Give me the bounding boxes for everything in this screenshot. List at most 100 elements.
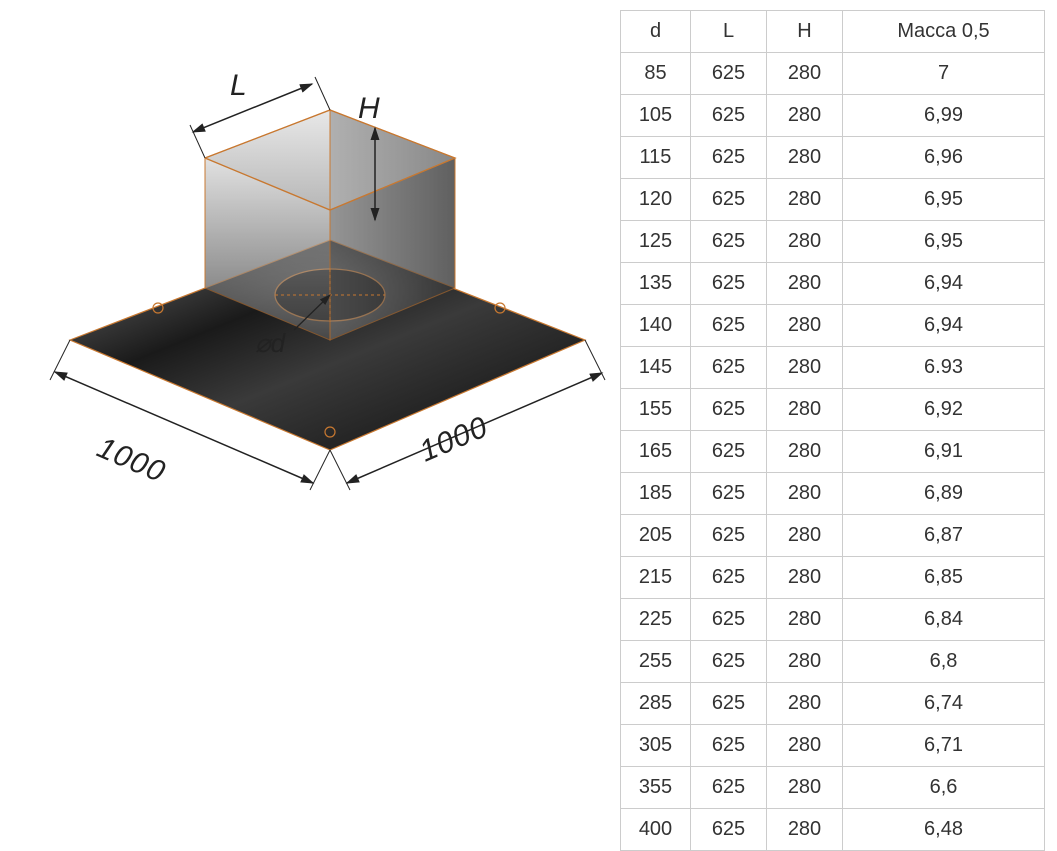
table-cell: 625 [691,767,767,809]
table-cell: 625 [691,263,767,305]
table-cell: 280 [767,767,843,809]
table-row: 2156252806,85 [621,557,1045,599]
table-cell: 625 [691,221,767,263]
table-row: 1056252806,99 [621,95,1045,137]
table-row: 1356252806,94 [621,263,1045,305]
table-cell: 625 [691,179,767,221]
table-cell: 280 [767,473,843,515]
table-cell: 280 [767,137,843,179]
table-cell: 6,96 [843,137,1045,179]
table-row: 3056252806,71 [621,725,1045,767]
table-cell: 115 [621,137,691,179]
table-cell: 280 [767,95,843,137]
label-L: L [230,69,248,102]
spec-table: d L H Macca 0,5 8562528071056252806,9911… [620,10,1045,851]
table-cell: 625 [691,725,767,767]
table-row: 1406252806,94 [621,305,1045,347]
table-cell: 625 [691,347,767,389]
table-cell: 155 [621,389,691,431]
table-cell: 215 [621,557,691,599]
table-cell: 625 [691,473,767,515]
table-cell: 6,91 [843,431,1045,473]
table-cell: 280 [767,347,843,389]
table-row: 2556252806,8 [621,641,1045,683]
table-cell: 355 [621,767,691,809]
table-row: 1656252806,91 [621,431,1045,473]
table-cell: 165 [621,431,691,473]
table-cell: 625 [691,641,767,683]
table-cell: 625 [691,683,767,725]
table-cell: 6,87 [843,515,1045,557]
table-cell: 105 [621,95,691,137]
table-cell: 280 [767,641,843,683]
table-cell: 625 [691,557,767,599]
col-header-L: L [691,11,767,53]
table-header-row: d L H Macca 0,5 [621,11,1045,53]
table-cell: 225 [621,599,691,641]
col-header-mass: Macca 0,5 [843,11,1045,53]
table-row: 1256252806,95 [621,221,1045,263]
table-cell: 305 [621,725,691,767]
col-header-H: H [767,11,843,53]
table-cell: 6,71 [843,725,1045,767]
table-cell: 6,94 [843,263,1045,305]
table-cell: 6,95 [843,221,1045,263]
table-row: 2056252806,87 [621,515,1045,557]
table-cell: 6,89 [843,473,1045,515]
table-cell: 280 [767,53,843,95]
table-cell: 6,95 [843,179,1045,221]
table-cell: 85 [621,53,691,95]
table-row: 3556252806,6 [621,767,1045,809]
table-cell: 280 [767,599,843,641]
table-cell: 120 [621,179,691,221]
table-row: 1156252806,96 [621,137,1045,179]
table-cell: 280 [767,305,843,347]
table-cell: 280 [767,389,843,431]
table-cell: 280 [767,683,843,725]
table-cell: 280 [767,179,843,221]
table-cell: 280 [767,263,843,305]
table-cell: 6,6 [843,767,1045,809]
table-cell: 185 [621,473,691,515]
spec-table-panel: d L H Macca 0,5 8562528071056252806,9911… [620,0,1057,830]
table-row: 1556252806,92 [621,389,1045,431]
label-base-left: 1000 [92,431,170,489]
table-cell: 6.93 [843,347,1045,389]
table-cell: 7 [843,53,1045,95]
label-base-right: 1000 [415,410,493,468]
table-cell: 6,8 [843,641,1045,683]
label-H: H [358,92,381,125]
table-cell: 280 [767,221,843,263]
table-cell: 625 [691,599,767,641]
table-cell: 625 [691,95,767,137]
table-cell: 625 [691,515,767,557]
product-diagram: L H ⌀d 1000 [30,40,610,570]
table-cell: 625 [691,53,767,95]
table-cell: 285 [621,683,691,725]
table-cell: 255 [621,641,691,683]
table-cell: 280 [767,431,843,473]
table-cell: 205 [621,515,691,557]
table-cell: 280 [767,515,843,557]
diagram-panel: L H ⌀d 1000 [0,0,620,830]
table-cell: 6,74 [843,683,1045,725]
table-row: 2256252806,84 [621,599,1045,641]
table-row: 1456252806.93 [621,347,1045,389]
table-cell: 625 [691,431,767,473]
table-cell: 145 [621,347,691,389]
table-cell: 280 [767,725,843,767]
table-cell: 625 [691,137,767,179]
table-cell: 125 [621,221,691,263]
table-cell: 6,94 [843,305,1045,347]
table-cell: 625 [691,305,767,347]
table-cell: 135 [621,263,691,305]
table-cell: 280 [767,557,843,599]
label-d: ⌀d [255,328,287,358]
table-row: 1856252806,89 [621,473,1045,515]
table-row: 1206252806,95 [621,179,1045,221]
table-row: 2856252806,74 [621,683,1045,725]
table-row: 856252807 [621,53,1045,95]
table-cell: 6,84 [843,599,1045,641]
table-cell: 140 [621,305,691,347]
col-header-d: d [621,11,691,53]
